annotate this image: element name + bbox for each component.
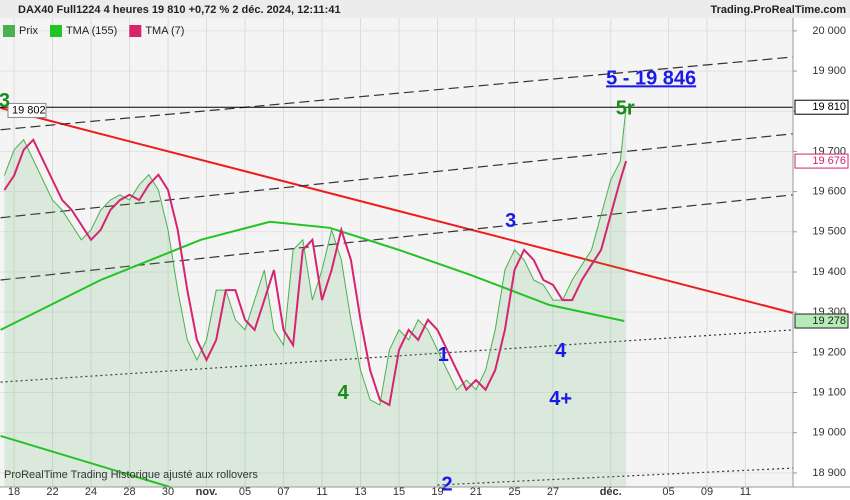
price-label-box <box>794 313 849 329</box>
plot-area <box>0 18 793 487</box>
header-bar <box>0 0 850 18</box>
legend-swatch <box>3 25 15 37</box>
annotation: 3 <box>0 90 10 112</box>
price-label-box <box>794 153 849 169</box>
footnote: ProRealTime Trading Historique ajusté au… <box>4 469 258 481</box>
legend-label: Prix <box>19 25 38 37</box>
x-tick-label: nov. <box>196 486 218 498</box>
trend-line <box>0 107 794 314</box>
x-tick-label: 11 <box>316 486 327 498</box>
x-tick-label: 30 <box>162 486 174 498</box>
x-tick-label: déc. <box>600 486 622 498</box>
level-label: 19 802 <box>12 104 46 116</box>
trend-line <box>0 56 794 131</box>
legend-swatch <box>49 25 62 37</box>
y-tick-label: 19 400 <box>812 266 846 278</box>
trend-line <box>0 194 794 281</box>
grid <box>0 18 793 487</box>
price-label-box <box>794 99 849 115</box>
series-line <box>3 138 628 407</box>
x-tick-label: 27 <box>547 486 559 498</box>
x-tick-label: 24 <box>85 486 97 498</box>
annotation: 4 <box>338 382 350 404</box>
series-line <box>3 107 627 406</box>
y-tick-label: 19 500 <box>812 226 846 238</box>
trend-line <box>437 467 794 486</box>
series-line <box>0 220 625 331</box>
annotation: 5r <box>616 98 635 120</box>
annotation: 2 <box>442 473 453 495</box>
x-tick-label: 22 <box>46 486 58 498</box>
x-tick-label: 11 <box>740 486 751 498</box>
chart-title: DAX40 Full1224 4 heures 19 810 +0,72 % 2… <box>18 4 341 16</box>
x-tick-label: 25 <box>508 486 520 498</box>
x-tick-label: 28 <box>123 486 135 498</box>
y-tick-label: 19 900 <box>812 65 846 77</box>
x-tick-label: 15 <box>393 486 405 498</box>
y-tick-label: 19 000 <box>812 427 846 439</box>
x-tick-label: 21 <box>470 486 482 498</box>
y-tick-label: 19 100 <box>812 386 846 398</box>
x-tick-label: 19 <box>431 486 443 498</box>
x-tick-label: 07 <box>277 486 289 498</box>
trend-line <box>0 133 794 219</box>
price-label: 19 278 <box>812 315 846 327</box>
trend-line <box>0 435 171 488</box>
y-tick-label: 19 600 <box>812 186 846 198</box>
annotation: 3 <box>505 210 516 232</box>
x-tick-label: 05 <box>662 486 674 498</box>
source: Trading.ProRealTime.com <box>710 4 846 16</box>
level-label-box <box>7 102 47 118</box>
annotation: 4+ <box>549 388 572 410</box>
trend-line <box>0 329 794 383</box>
price-label: 19 810 <box>812 101 846 113</box>
price-area <box>4 107 627 487</box>
y-tick-label: 18 900 <box>812 467 846 479</box>
annotation: 5 - 19 846 <box>606 67 696 89</box>
legend-label: TMA (7) <box>145 25 184 37</box>
price-label: 19 676 <box>812 155 846 167</box>
annotation: 1 <box>438 344 449 366</box>
x-tick-label: 18 <box>8 486 20 498</box>
x-tick-label: 13 <box>354 486 366 498</box>
legend-label: TMA (155) <box>66 25 117 37</box>
x-tick-label: 09 <box>701 486 713 498</box>
y-tick-label: 20 000 <box>812 25 846 37</box>
annotation: 4 <box>555 340 567 362</box>
legend-swatch <box>129 25 142 37</box>
x-tick-label: 05 <box>239 486 251 498</box>
legend: Prix TMA (155) TMA (7) <box>3 25 184 37</box>
y-tick-label: 19 200 <box>812 346 846 358</box>
